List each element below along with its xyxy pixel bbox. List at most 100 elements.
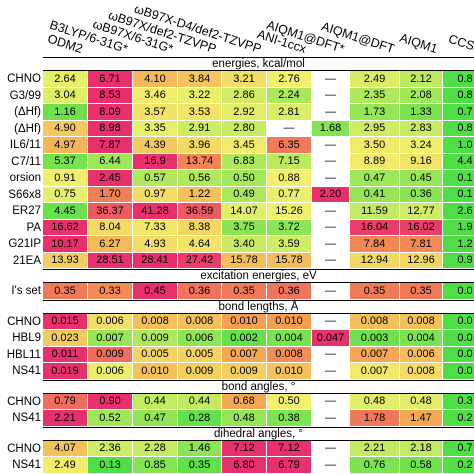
- table-cell: 0.005: [178, 346, 222, 363]
- table-cell: —: [267, 120, 312, 137]
- section-title: dihedral angles, °: [43, 426, 474, 441]
- table-cell: 0.006: [88, 363, 133, 380]
- table-cell: 2.6: [443, 203, 474, 220]
- row-label: 21EA: [12, 254, 41, 267]
- table-cell: 8.89: [350, 153, 400, 170]
- table-cell: 0.52: [88, 410, 133, 427]
- row-label: IL6/11: [9, 139, 41, 151]
- table-cell: —: [312, 457, 350, 474]
- table-cell: 0.008: [350, 313, 400, 330]
- table-cell: 0.49: [222, 186, 267, 203]
- table-cell: 0.7: [443, 104, 474, 121]
- table-cell: 0.1: [443, 170, 474, 187]
- table-cell: 28.41: [133, 252, 178, 269]
- table-cell: 8.09: [88, 104, 133, 121]
- table-cell: —: [312, 440, 350, 457]
- table-cell: 4.39: [133, 137, 178, 154]
- table-cell: 7.87: [88, 137, 133, 154]
- table-cell: 0.010: [133, 363, 178, 380]
- table-cell: 12.96: [400, 252, 443, 269]
- table-cell: 6.79: [267, 457, 312, 474]
- table-cell: 0.007: [88, 330, 133, 347]
- table-cell: 0.009: [133, 330, 178, 347]
- table-cell: 0.0: [443, 346, 474, 363]
- table-cell: 15.26: [267, 203, 312, 220]
- table-cell: 4.97: [43, 137, 88, 154]
- table-cell: 0.004: [267, 330, 312, 347]
- table-cell: 0.0: [443, 283, 474, 300]
- table-cell: 14.07: [222, 203, 267, 220]
- row-label: G21IP: [8, 238, 41, 250]
- table-cell: 0.35: [350, 283, 400, 300]
- table-cell: —: [312, 393, 350, 410]
- row-label: CHNO: [7, 395, 41, 408]
- table-cell: 2.35: [350, 87, 400, 104]
- table-cell: —: [312, 203, 350, 220]
- table-cell: —: [312, 153, 350, 170]
- row-label: orsion: [9, 172, 41, 184]
- row-label: (ΔHf): [14, 106, 41, 118]
- table-cell: 2.86: [222, 87, 267, 104]
- table-cell: 0.35: [178, 457, 222, 474]
- row-label: CHNO: [7, 73, 41, 85]
- table-cell: 3.84: [178, 71, 222, 88]
- table-cell: 0.57: [133, 170, 178, 187]
- table-cell: 12.77: [400, 203, 443, 220]
- table-cell: 2.18: [400, 440, 443, 457]
- row-label: PA: [26, 221, 42, 234]
- table-cell: 0.45: [133, 283, 178, 300]
- table-cell: 4.93: [133, 236, 178, 253]
- table-cell: 4.10: [133, 71, 178, 88]
- table-cell: 1.46: [178, 440, 222, 457]
- table-cell: 2.80: [222, 120, 267, 137]
- table-cell: 1.2: [443, 236, 474, 253]
- table-cell: 1.22: [178, 186, 222, 203]
- row-label: CHNO: [7, 315, 41, 328]
- table-cell: 0.91: [43, 170, 88, 187]
- table-cell: 10.17: [43, 236, 88, 253]
- table-cell: —: [312, 219, 350, 236]
- table-cell: 0.36: [267, 283, 312, 300]
- table-cell: 0.68: [222, 393, 267, 410]
- table-cell: 0.56: [178, 170, 222, 187]
- table-cell: 15.78: [222, 252, 267, 269]
- table-cell: 12.94: [350, 252, 400, 269]
- table-cell: —: [312, 410, 350, 427]
- table-cell: 0.019: [43, 363, 88, 380]
- table-cell: 7.33: [133, 219, 178, 236]
- table-cell: 0.35: [222, 283, 267, 300]
- table-cell: 6.35: [267, 137, 312, 154]
- table-cell: 0.35: [43, 283, 88, 300]
- table-cell: 7.15: [267, 153, 312, 170]
- table-cell: 0.90: [88, 393, 133, 410]
- table-cell: 16.62: [43, 219, 88, 236]
- table-cell: 0.3: [443, 393, 474, 410]
- row-label: S66x8: [8, 188, 41, 201]
- table-cell: 2.36: [88, 440, 133, 457]
- table-cell: 16.02: [400, 219, 443, 236]
- table-cell: 36.59: [178, 203, 222, 220]
- table-cell: —: [312, 71, 350, 88]
- table-cell: 0.47: [133, 410, 178, 427]
- table-cell: 6.44: [88, 153, 133, 170]
- table-cell: 0.003: [350, 330, 400, 347]
- table-cell: 0.36: [178, 283, 222, 300]
- table-cell: 7.84: [350, 236, 400, 253]
- table-cell: 0.48: [350, 393, 400, 410]
- table-cell: 0.44: [178, 393, 222, 410]
- row-label: NS41: [12, 459, 41, 471]
- table-cell: 6.80: [222, 457, 267, 474]
- table-cell: 27.42: [178, 252, 222, 269]
- table-cell: 0.023: [43, 330, 88, 347]
- row-label: I's set: [11, 285, 41, 297]
- table-cell: 0.58: [400, 457, 443, 474]
- table-cell: —: [312, 252, 350, 269]
- table-cell: 7.12: [267, 440, 312, 457]
- table-cell: 13.93: [43, 252, 88, 269]
- table-cell: 0.009: [222, 363, 267, 380]
- table-cell: 1.68: [312, 120, 350, 137]
- table-cell: 0.1: [443, 186, 474, 203]
- table-cell: 3.21: [222, 71, 267, 88]
- table-cell: 2.21: [350, 440, 400, 457]
- table-cell: 1.9: [443, 219, 474, 236]
